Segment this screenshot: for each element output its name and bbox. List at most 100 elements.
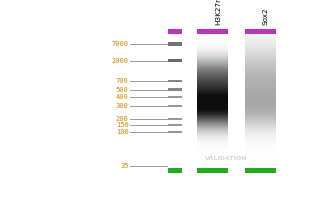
FancyBboxPatch shape xyxy=(245,64,276,65)
FancyBboxPatch shape xyxy=(197,46,228,47)
FancyBboxPatch shape xyxy=(245,36,276,37)
FancyBboxPatch shape xyxy=(245,158,276,159)
FancyBboxPatch shape xyxy=(197,142,228,143)
FancyBboxPatch shape xyxy=(197,123,228,124)
FancyBboxPatch shape xyxy=(245,51,276,52)
FancyBboxPatch shape xyxy=(197,47,228,48)
FancyBboxPatch shape xyxy=(197,33,228,34)
FancyBboxPatch shape xyxy=(245,32,276,33)
FancyBboxPatch shape xyxy=(197,40,228,41)
FancyBboxPatch shape xyxy=(197,95,228,96)
FancyBboxPatch shape xyxy=(197,67,228,68)
FancyBboxPatch shape xyxy=(197,94,228,95)
FancyBboxPatch shape xyxy=(245,78,276,79)
FancyBboxPatch shape xyxy=(245,46,276,47)
FancyBboxPatch shape xyxy=(197,54,228,55)
FancyBboxPatch shape xyxy=(245,163,276,164)
FancyBboxPatch shape xyxy=(197,60,228,61)
FancyBboxPatch shape xyxy=(245,41,276,42)
FancyBboxPatch shape xyxy=(197,29,228,30)
FancyBboxPatch shape xyxy=(197,171,228,172)
FancyBboxPatch shape xyxy=(197,70,228,71)
FancyBboxPatch shape xyxy=(197,144,228,145)
FancyBboxPatch shape xyxy=(245,99,276,100)
FancyBboxPatch shape xyxy=(197,74,228,75)
FancyBboxPatch shape xyxy=(245,162,276,163)
FancyBboxPatch shape xyxy=(197,154,228,155)
FancyBboxPatch shape xyxy=(245,122,276,123)
FancyBboxPatch shape xyxy=(245,158,276,159)
FancyBboxPatch shape xyxy=(197,42,228,43)
FancyBboxPatch shape xyxy=(245,148,276,149)
FancyBboxPatch shape xyxy=(245,120,276,121)
FancyBboxPatch shape xyxy=(245,156,276,157)
FancyBboxPatch shape xyxy=(245,83,276,84)
FancyBboxPatch shape xyxy=(245,116,276,117)
FancyBboxPatch shape xyxy=(245,106,276,107)
FancyBboxPatch shape xyxy=(197,125,228,126)
FancyBboxPatch shape xyxy=(197,169,228,170)
FancyBboxPatch shape xyxy=(197,45,228,46)
FancyBboxPatch shape xyxy=(197,101,228,102)
FancyBboxPatch shape xyxy=(197,168,228,173)
FancyBboxPatch shape xyxy=(245,32,276,33)
Text: 35: 35 xyxy=(120,163,129,169)
FancyBboxPatch shape xyxy=(245,38,276,39)
FancyBboxPatch shape xyxy=(197,71,228,72)
FancyBboxPatch shape xyxy=(197,160,228,161)
Text: 150: 150 xyxy=(116,122,129,128)
FancyBboxPatch shape xyxy=(245,62,276,63)
FancyBboxPatch shape xyxy=(245,114,276,115)
FancyBboxPatch shape xyxy=(197,99,228,100)
FancyBboxPatch shape xyxy=(245,57,276,58)
FancyBboxPatch shape xyxy=(245,59,276,60)
FancyBboxPatch shape xyxy=(245,74,276,75)
FancyBboxPatch shape xyxy=(245,136,276,137)
FancyBboxPatch shape xyxy=(197,43,228,44)
FancyBboxPatch shape xyxy=(197,75,228,76)
FancyBboxPatch shape xyxy=(245,111,276,112)
FancyBboxPatch shape xyxy=(245,85,276,86)
FancyBboxPatch shape xyxy=(245,118,276,119)
FancyBboxPatch shape xyxy=(197,113,228,114)
FancyBboxPatch shape xyxy=(197,48,228,49)
FancyBboxPatch shape xyxy=(197,57,228,58)
FancyBboxPatch shape xyxy=(197,53,228,54)
FancyBboxPatch shape xyxy=(197,134,228,135)
FancyBboxPatch shape xyxy=(245,112,276,113)
FancyBboxPatch shape xyxy=(197,95,228,96)
FancyBboxPatch shape xyxy=(245,60,276,61)
FancyBboxPatch shape xyxy=(245,160,276,161)
FancyBboxPatch shape xyxy=(197,56,228,57)
FancyBboxPatch shape xyxy=(245,105,276,106)
FancyBboxPatch shape xyxy=(197,63,228,64)
Text: 100: 100 xyxy=(116,129,129,135)
FancyBboxPatch shape xyxy=(197,106,228,107)
FancyBboxPatch shape xyxy=(197,168,228,169)
FancyBboxPatch shape xyxy=(197,69,228,70)
FancyBboxPatch shape xyxy=(245,154,276,155)
FancyBboxPatch shape xyxy=(245,141,276,142)
Text: 500: 500 xyxy=(116,87,129,93)
FancyBboxPatch shape xyxy=(197,158,228,159)
FancyBboxPatch shape xyxy=(245,52,276,53)
FancyBboxPatch shape xyxy=(197,65,228,66)
FancyBboxPatch shape xyxy=(245,55,276,56)
FancyBboxPatch shape xyxy=(197,145,228,146)
FancyBboxPatch shape xyxy=(197,66,228,67)
FancyBboxPatch shape xyxy=(245,75,276,76)
FancyBboxPatch shape xyxy=(245,133,276,134)
FancyBboxPatch shape xyxy=(245,110,276,111)
FancyBboxPatch shape xyxy=(197,78,228,79)
FancyBboxPatch shape xyxy=(245,140,276,141)
FancyBboxPatch shape xyxy=(197,72,228,73)
FancyBboxPatch shape xyxy=(197,149,228,150)
FancyBboxPatch shape xyxy=(245,134,276,135)
FancyBboxPatch shape xyxy=(197,129,228,130)
FancyBboxPatch shape xyxy=(245,77,276,78)
FancyBboxPatch shape xyxy=(197,29,228,34)
FancyBboxPatch shape xyxy=(197,35,228,36)
FancyBboxPatch shape xyxy=(245,56,276,57)
FancyBboxPatch shape xyxy=(197,112,228,113)
FancyBboxPatch shape xyxy=(197,131,228,132)
